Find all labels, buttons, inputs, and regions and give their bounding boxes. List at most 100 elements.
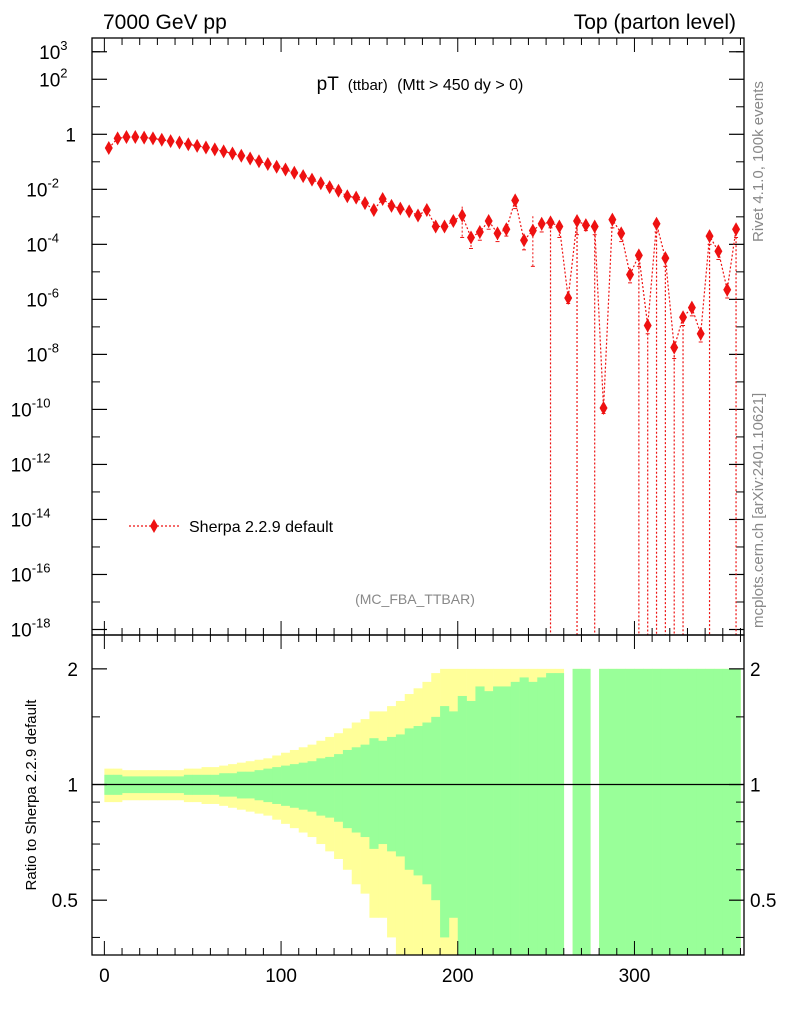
- data-point: [246, 151, 255, 166]
- data-point: [175, 135, 184, 150]
- data-point: [378, 191, 387, 206]
- inner-band-bin: [652, 668, 662, 955]
- inner-band-bin: [616, 668, 626, 955]
- data-point: [617, 226, 626, 241]
- inner-band-bin: [448, 711, 459, 918]
- data-point: [237, 148, 246, 163]
- data-point: [131, 130, 140, 145]
- y-tick-label: 10-6: [26, 285, 59, 311]
- data-point: [148, 131, 157, 146]
- inner-band-bin: [342, 749, 353, 829]
- ratio-y-tick-label-right: 0.5: [750, 891, 776, 912]
- inner-band-bin: [387, 736, 397, 852]
- inner-band-bin: [457, 695, 467, 955]
- inner-band-bin: [643, 668, 653, 955]
- data-point: [696, 326, 705, 341]
- inner-band-bin: [431, 716, 441, 901]
- data-point: [714, 244, 723, 259]
- inner-band-bin: [687, 668, 697, 955]
- header-left: 7000 GeV pp: [103, 11, 227, 34]
- ratio-y-tick-label-right: 2: [750, 660, 761, 681]
- ratio-plot-frame: [91, 634, 745, 956]
- data-point: [254, 154, 263, 169]
- data-point: [564, 290, 573, 305]
- data-point: [520, 233, 529, 248]
- y-tick-label: 10-2: [26, 175, 59, 201]
- header-right: Top (parton level): [574, 11, 736, 34]
- data-point: [537, 216, 546, 231]
- ratio-y-tick-label: 0.5: [52, 891, 78, 912]
- inner-band-bin: [298, 762, 308, 810]
- y-tick-label: 10-14: [11, 505, 51, 531]
- ratio-y-tick-label: 1: [67, 776, 78, 797]
- data-point: [299, 169, 308, 184]
- data-point: [555, 219, 564, 234]
- y-tick-label: 10-8: [26, 340, 59, 366]
- inner-band-bin: [272, 767, 282, 804]
- data-point: [210, 142, 219, 157]
- data-point: [422, 202, 431, 217]
- data-point: [166, 134, 175, 149]
- data-point: [272, 159, 281, 174]
- data-point: [440, 219, 449, 234]
- data-point: [546, 215, 555, 230]
- inner-band-bin: [289, 764, 300, 808]
- data-point: [573, 213, 582, 228]
- inner-band-bin: [281, 765, 291, 806]
- inner-band-bin: [493, 686, 503, 955]
- y-tick-label: 10-4: [26, 230, 59, 256]
- inner-band-bin: [360, 744, 370, 838]
- inner-band-bin: [263, 768, 273, 803]
- top-plot-frame: [91, 37, 745, 636]
- data-point: [449, 213, 458, 228]
- inner-band-bin: [466, 700, 476, 955]
- y-tick-label: 102: [39, 65, 67, 91]
- data-point: [502, 222, 511, 237]
- rivet-version-label: Rivet 4.1.0, 100k events: [750, 81, 767, 242]
- legend: Sherpa 2.2.9 default: [129, 519, 334, 536]
- inner-band-bin: [307, 761, 317, 812]
- inner-band-bin: [554, 673, 565, 955]
- x-tick-label: 300: [619, 966, 651, 987]
- inner-band-bin: [316, 758, 326, 816]
- data-point: [484, 213, 493, 228]
- data-point: [723, 282, 732, 297]
- data-point: [228, 146, 237, 161]
- data-point: [307, 172, 316, 187]
- inner-band-bin: [422, 722, 432, 885]
- data-point: [511, 193, 520, 208]
- y-tick-label: 103: [39, 38, 67, 64]
- ratio-y-tick-label: 2: [67, 660, 78, 681]
- mcplots-reference-label: mcplots.cern.ch [arXiv:2401.10621]: [750, 393, 767, 628]
- inner-band-bin: [334, 754, 344, 822]
- data-point: [590, 219, 599, 234]
- inner-band-bin: [440, 706, 450, 938]
- plot-title: pT (ttbar) (Mtt > 450 dy > 0): [317, 74, 524, 95]
- data-point: [369, 202, 378, 217]
- inner-band-bin: [519, 677, 529, 955]
- data-point: [184, 137, 193, 152]
- data-point: [387, 198, 396, 213]
- x-tick-label: 200: [442, 966, 474, 987]
- inner-band-bin: [731, 668, 741, 955]
- inner-band-bin: [696, 668, 706, 955]
- x-tick-label: 0: [99, 966, 110, 987]
- data-point: [670, 340, 679, 355]
- inner-band-bin: [351, 747, 361, 833]
- inner-band-bin: [395, 734, 406, 857]
- analysis-tag: (MC_FBA_TTBAR): [355, 591, 475, 607]
- x-tick-label: 100: [265, 966, 297, 987]
- data-point: [652, 216, 661, 231]
- data-point: [360, 196, 369, 211]
- inner-band-bin: [369, 738, 379, 849]
- data-point: [325, 180, 334, 195]
- inner-band-bin: [669, 668, 679, 955]
- inner-band-bin: [510, 681, 520, 955]
- data-point: [157, 132, 166, 147]
- data-point: [581, 218, 590, 233]
- inner-band-bin: [413, 726, 423, 876]
- data-point: [396, 201, 405, 216]
- inner-band-bin: [475, 686, 485, 955]
- inner-band-bin: [599, 668, 609, 955]
